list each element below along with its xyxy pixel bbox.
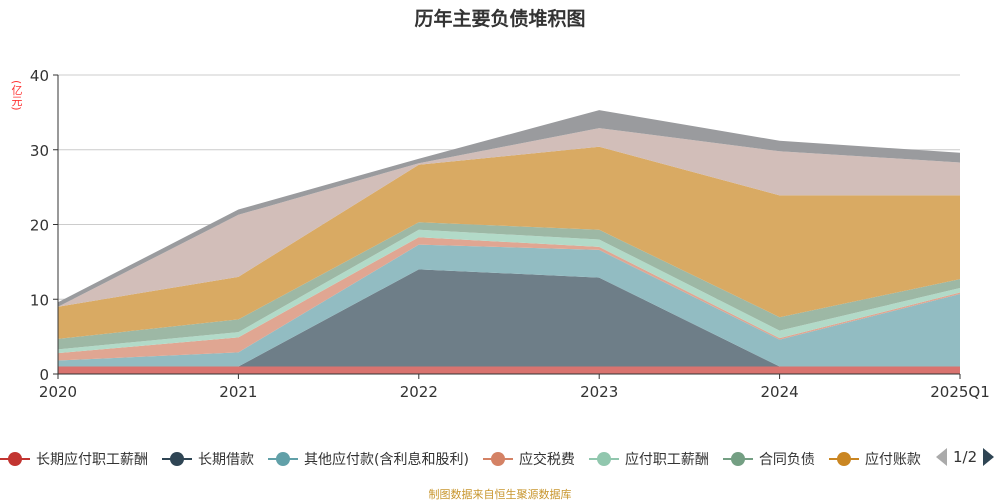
legend-marker-icon (268, 452, 298, 466)
y-tick-label: 0 (39, 366, 49, 384)
area-series-1 (58, 269, 960, 367)
area-series-0 (58, 366, 960, 374)
data-source-note: 制图数据来自恒生聚源数据库 (428, 488, 572, 501)
legend-prev-page-icon[interactable] (936, 448, 947, 466)
y-tick-label: 30 (30, 142, 49, 160)
area-series-5 (58, 222, 960, 350)
legend-page-indicator: 1/2 (953, 448, 978, 466)
legend-next-page-icon[interactable] (983, 448, 995, 466)
x-tick-label: 2025Q1 (930, 383, 990, 401)
legend-marker-icon (0, 452, 30, 466)
legend-marker-icon (588, 452, 619, 466)
area-series-6 (58, 146, 960, 339)
legend-label: 应交税费 (518, 452, 575, 468)
legend-label: 应付账款 (864, 452, 921, 468)
area-series-2 (58, 244, 960, 367)
y-tick-label: 10 (30, 291, 49, 309)
legend-label: 长期借款 (198, 452, 254, 468)
legend-item[interactable]: 其他应付款(含利息和股利) (268, 449, 469, 469)
legend-label: 长期应付职工薪酬 (36, 452, 148, 468)
area-series-3 (58, 237, 960, 361)
legend-marker-icon (722, 452, 753, 466)
legend-item[interactable]: 长期借款 (162, 449, 254, 469)
legend-label: 应付职工薪酬 (624, 452, 709, 468)
legend-label: 其他应付款(含利息和股利) (304, 452, 469, 468)
legend-item[interactable]: 合同负债 (722, 449, 815, 469)
x-tick-label: 2022 (400, 383, 438, 401)
legend-pager: 1/2 (936, 448, 995, 466)
stacked-area-chart: 0 10 20 30 40 2020 2021 2022 2023 2024 2025Q1 (30, 67, 990, 401)
y-tick-label: 40 (30, 67, 49, 85)
legend-marker-icon (828, 452, 859, 466)
x-tick-label: 2023 (580, 383, 618, 401)
legend-marker-icon (162, 452, 192, 466)
legend-item[interactable]: 应付职工薪酬 (588, 449, 709, 469)
x-tick-label: 2021 (219, 383, 257, 401)
x-tick-label: 2024 (761, 383, 799, 401)
area-series-7 (58, 128, 960, 307)
legend: 长期应付职工薪酬 长期借款 其他应付款(含利息和股利) 应交税费 应付职工薪酬 合同负债 应… (0, 449, 932, 471)
legend-item[interactable]: 长期应付职工薪酬 (0, 449, 148, 469)
legend-item[interactable]: 应付账款 (828, 449, 921, 469)
legend-label: 合同负债 (758, 452, 815, 468)
legend-item[interactable]: 应交税费 (482, 449, 575, 469)
y-axis-unit: (亿元) (10, 80, 23, 111)
area-series-4 (58, 229, 960, 354)
chart-title: 历年主要负债堆积图 (414, 8, 586, 30)
x-tick-label: 2020 (39, 383, 77, 401)
y-tick-label: 20 (30, 217, 49, 235)
legend-marker-icon (482, 452, 513, 466)
